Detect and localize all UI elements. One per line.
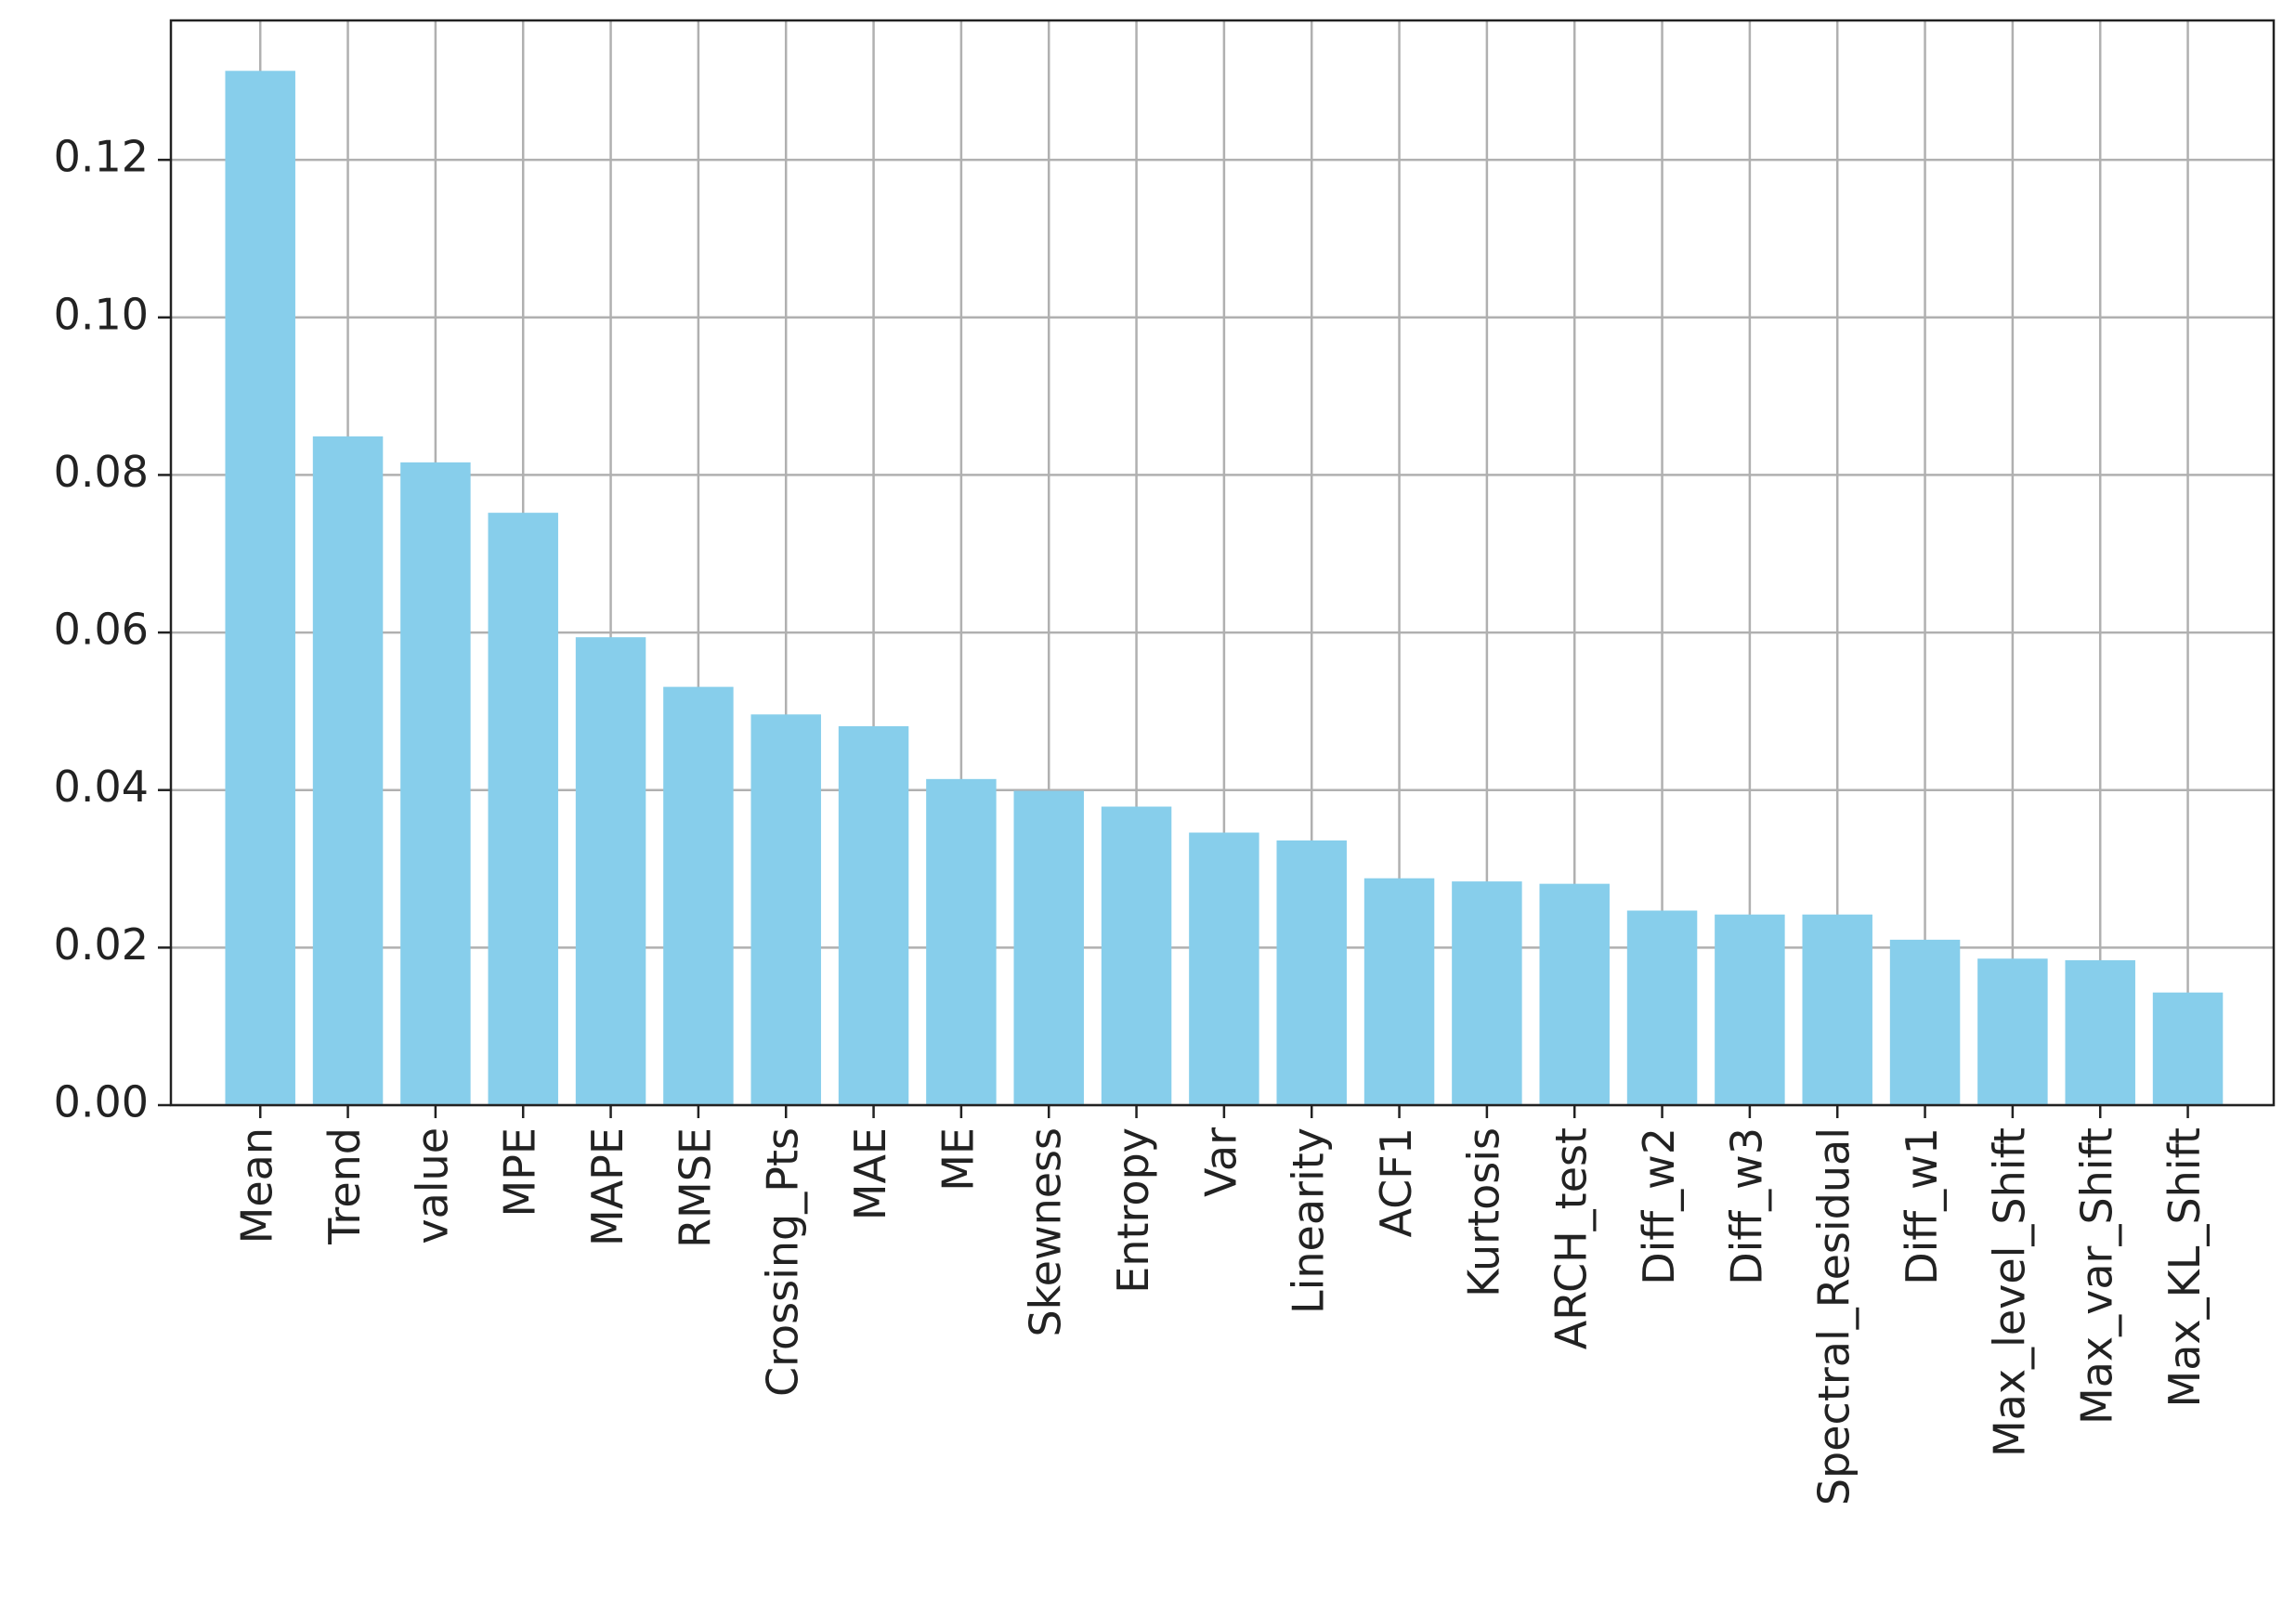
x-tick-label: RMSE [670, 1127, 720, 1248]
bar [1889, 939, 1961, 1105]
y-tick-label: 0.08 [54, 447, 149, 497]
y-tick-label: 0.04 [54, 762, 149, 812]
bar [488, 513, 558, 1105]
x-tick-label: MAE [845, 1127, 895, 1220]
x-tick-label: Max_KL_Shift [2159, 1127, 2210, 1407]
bar [225, 71, 295, 1105]
bar [1977, 958, 2048, 1105]
y-tick-label: 0.10 [54, 289, 149, 339]
bar [1189, 832, 1259, 1105]
bar [750, 714, 821, 1105]
x-tick-label: Max_level_Shift [1984, 1127, 2034, 1457]
x-tick-label: ARCH_test [1546, 1127, 1597, 1349]
bar [575, 637, 646, 1105]
x-tick-label: Diff_w2 [1634, 1127, 1684, 1285]
bar [1802, 914, 1872, 1105]
x-tick-label: ME [933, 1127, 983, 1192]
x-tick-label: value [407, 1127, 457, 1244]
bars [225, 71, 2224, 1106]
bar [663, 686, 734, 1105]
x-tick-label: Max_var_Shift [2072, 1127, 2122, 1425]
bar [838, 726, 909, 1105]
bar [2152, 992, 2224, 1105]
x-tick-label: MAPE [582, 1127, 633, 1246]
bar [926, 778, 997, 1105]
bar [1452, 881, 1522, 1105]
x-tick-label: Trend [320, 1127, 370, 1245]
x-tick-label: MPE [495, 1127, 545, 1218]
x-tick-label: Skewness [1021, 1127, 1071, 1337]
y-tick-label: 0.12 [54, 132, 149, 182]
y-tick-label: 0.02 [54, 919, 149, 970]
x-tick-label: Linearity [1284, 1127, 1334, 1314]
plot-frame [169, 19, 2276, 1107]
bar [400, 462, 471, 1106]
bar [1363, 878, 1435, 1105]
x-tick-label: Entropy [1108, 1127, 1158, 1294]
bar [1539, 883, 1610, 1105]
x-tick-label: Mean [232, 1127, 282, 1244]
bar [1626, 910, 1698, 1105]
x-tick-label: Diff_w1 [1897, 1127, 1947, 1285]
y-tick-label: 0.00 [54, 1077, 149, 1127]
x-tick-label: Spectral_Residual [1809, 1127, 1859, 1505]
y-tick-label: 0.06 [54, 605, 149, 655]
bar [1101, 806, 1172, 1105]
bar [1013, 790, 1084, 1105]
bar [1276, 840, 1347, 1105]
x-tick-label: Kurtosis [1458, 1127, 1508, 1297]
x-tick-label: Var [1195, 1127, 1246, 1197]
x-tick-label: ACF1 [1371, 1127, 1421, 1238]
x-tick-label: Crossing_Pts [758, 1127, 808, 1397]
x-tick-label: Diff_w3 [1721, 1127, 1771, 1285]
bar [2065, 959, 2135, 1105]
bar [1715, 914, 1785, 1105]
bar [312, 436, 384, 1105]
